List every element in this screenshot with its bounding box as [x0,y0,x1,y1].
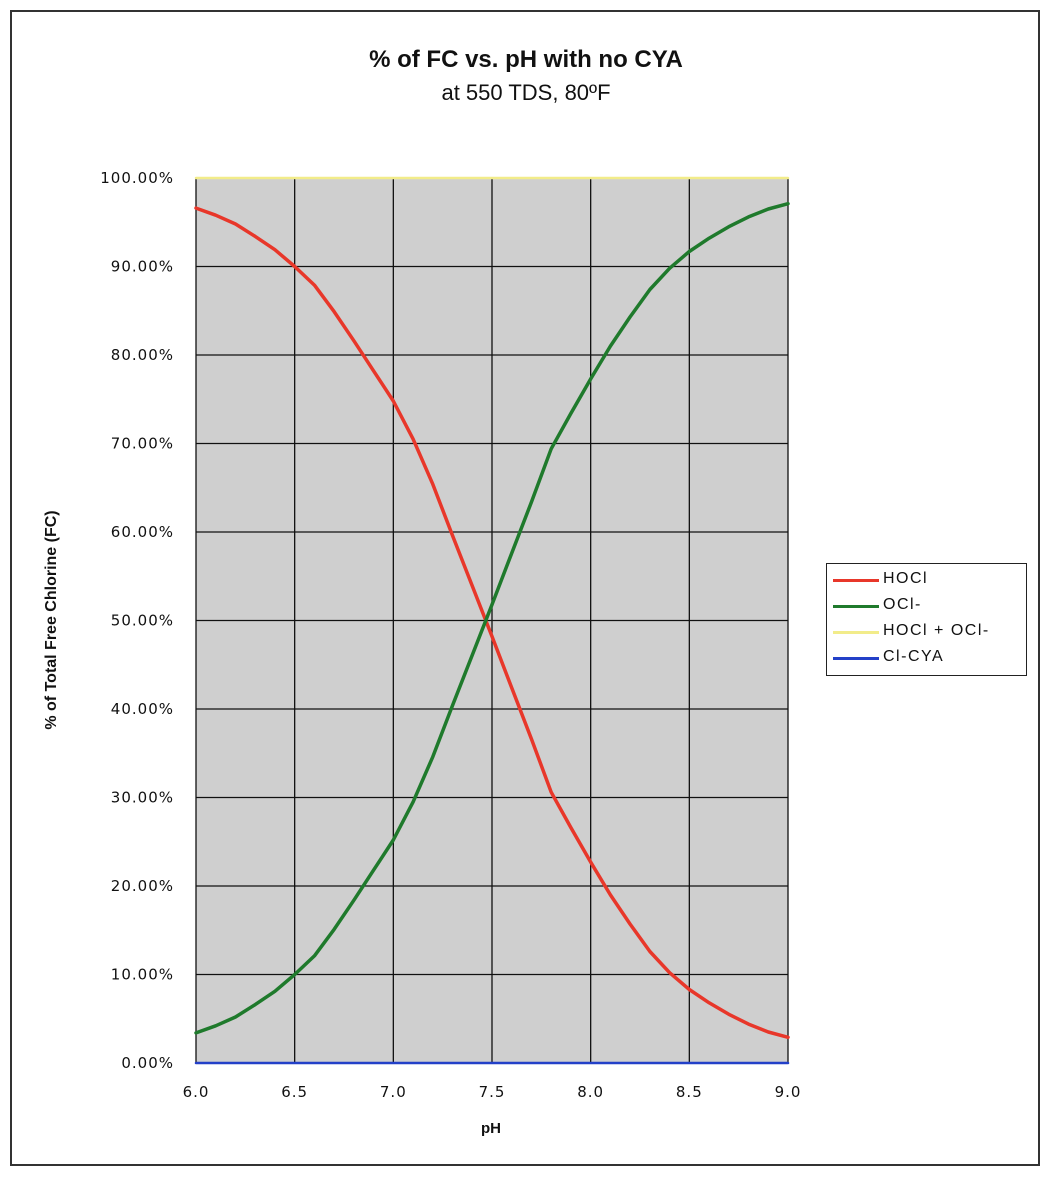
y-tick-label: 70.00% [111,435,174,453]
legend-label-cl-cya: Cl-CYA [883,648,945,665]
y-tick-label: 90.00% [111,258,174,276]
legend: HOCl OCl- HOCl + OCl- Cl-CYA [826,563,1027,676]
legend-swatch-hocl-plus-ocl [833,631,879,634]
chart-subtitle: at 550 TDS, 80ºF [441,80,611,105]
legend-label-ocl: OCl- [883,596,922,613]
y-tick-label: 10.00% [111,966,174,984]
legend-item-hocl: HOCl [827,568,1026,594]
y-tick-label: 30.00% [111,789,174,807]
x-tick-label: 7.0 [380,1083,407,1101]
x-tick-label: 6.0 [183,1083,210,1101]
y-tick-label: 0.00% [121,1054,174,1072]
legend-item-hocl-plus-ocl: HOCl + OCl- [827,620,1026,646]
x-axis-label: pH [481,1120,501,1137]
x-tick-label: 8.0 [577,1083,604,1101]
y-tick-label: 80.00% [111,346,174,364]
y-tick-label: 60.00% [111,523,174,541]
x-tick-label: 7.5 [479,1083,506,1101]
series-line-hocl [194,206,790,1040]
y-tick-label: 20.00% [111,877,174,895]
y-tick-label: 50.00% [111,612,174,630]
y-tick-label: 40.00% [111,700,174,718]
legend-swatch-cl-cya [833,657,879,660]
x-tick-label: 9.0 [775,1083,802,1101]
legend-swatch-hocl [833,579,879,582]
x-tick-label: 6.5 [281,1083,308,1101]
chart-title: % of FC vs. pH with no CYA [369,46,683,73]
legend-label-hocl-plus-ocl: HOCl + OCl- [883,622,990,639]
series-line-ocl [194,201,790,1035]
legend-item-ocl: OCl- [827,594,1026,620]
legend-swatch-ocl [833,605,879,608]
x-tick-label: 8.5 [676,1083,703,1101]
y-tick-label: 100.00% [100,169,174,187]
legend-item-cl-cya: Cl-CYA [827,646,1026,672]
legend-label-hocl: HOCl [883,570,929,587]
